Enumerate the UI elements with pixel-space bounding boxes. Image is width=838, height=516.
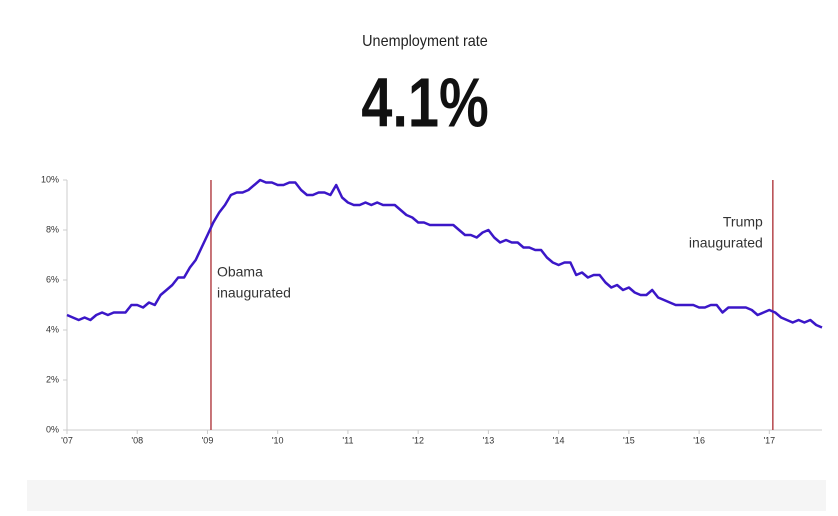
x-tick-label: '13: [483, 435, 495, 445]
data-line: [66, 178, 823, 329]
x-tick-label: '14: [553, 435, 565, 445]
headline-value: 4.1%: [361, 65, 489, 142]
annotation-text: Obama: [217, 264, 263, 280]
x-tick-label: '10: [272, 435, 284, 445]
x-tick-label: '17: [763, 435, 775, 445]
annotation-text: Trump: [723, 214, 763, 230]
x-tick-label: '09: [202, 435, 214, 445]
x-tick-label: '11: [342, 435, 353, 445]
y-tick-label: 4%: [46, 324, 59, 334]
x-tick-label: '16: [693, 435, 705, 445]
y-tick-label: 2%: [46, 374, 59, 384]
y-tick-label: 6%: [46, 274, 59, 284]
y-tick-label: 0%: [46, 424, 59, 434]
x-tick-label: '07: [61, 435, 73, 445]
x-tick-label: '12: [412, 435, 424, 445]
x-tick-label: '08: [131, 435, 143, 445]
y-tick-label: 8%: [46, 224, 59, 234]
chart-title: Unemployment rate: [362, 33, 488, 51]
footer-panel: [27, 480, 826, 511]
annotation-text: inaugurated: [217, 285, 291, 301]
annotation-text: inaugurated: [689, 235, 763, 251]
y-tick-label: 10%: [41, 174, 59, 184]
x-tick-label: '15: [623, 435, 635, 445]
